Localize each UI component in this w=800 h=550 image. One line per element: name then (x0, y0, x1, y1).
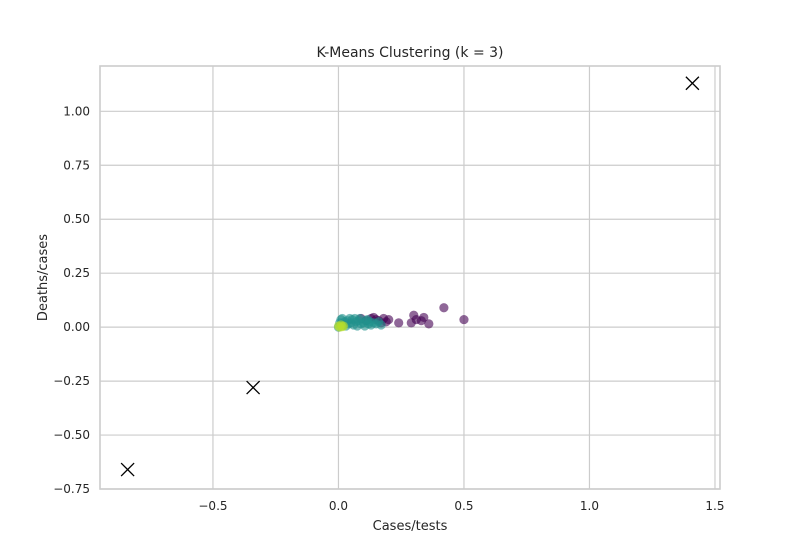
y-tick-label: 0.00 (63, 320, 90, 334)
data-point-cluster-0 (394, 318, 404, 328)
x-tick-label: 1.0 (580, 499, 599, 513)
x-tick-label: 0.0 (329, 499, 348, 513)
y-tick-label: 0.25 (63, 266, 90, 280)
data-point-cluster-0 (459, 314, 469, 325)
y-tick-label: 1.00 (63, 104, 90, 118)
x-tick-label: −0.5 (198, 499, 227, 513)
y-axis-title: Deaths/cases (36, 234, 51, 321)
data-point-cluster-0 (384, 314, 394, 325)
data-point-cluster-0 (419, 312, 429, 323)
centroid-layer (120, 76, 700, 477)
y-tick-label: −0.25 (53, 374, 90, 388)
x-tick-label: 1.5 (705, 499, 724, 513)
data-point-cluster-0 (424, 319, 434, 329)
centroid-marker (120, 462, 135, 477)
y-tick-label: 0.75 (63, 158, 90, 172)
data-point-cluster-1 (362, 314, 372, 325)
y-tick-label: −0.75 (53, 482, 90, 496)
x-tick-label: 0.5 (454, 499, 473, 513)
centroid-marker (685, 76, 700, 91)
grid-layer (100, 66, 720, 490)
chart-title: K-Means Clustering (k = 3) (316, 45, 503, 61)
points-layer (333, 303, 469, 332)
data-point-cluster-1 (355, 313, 365, 324)
data-point-cluster-0 (439, 303, 449, 313)
data-point-cluster-1 (376, 320, 386, 330)
centroid-marker (246, 380, 261, 395)
data-point-cluster-2 (338, 321, 349, 331)
plot-frame (99, 65, 721, 490)
y-tick-label: −0.50 (53, 428, 90, 442)
tick-labels: −0.5 0.0 0.5 1.0 1.5 −0.75 −0.50 −0.25 0.00 0.25 0… (53, 104, 724, 513)
y-tick-label: 0.50 (63, 212, 90, 226)
x-axis-title: Cases/tests (373, 519, 448, 534)
